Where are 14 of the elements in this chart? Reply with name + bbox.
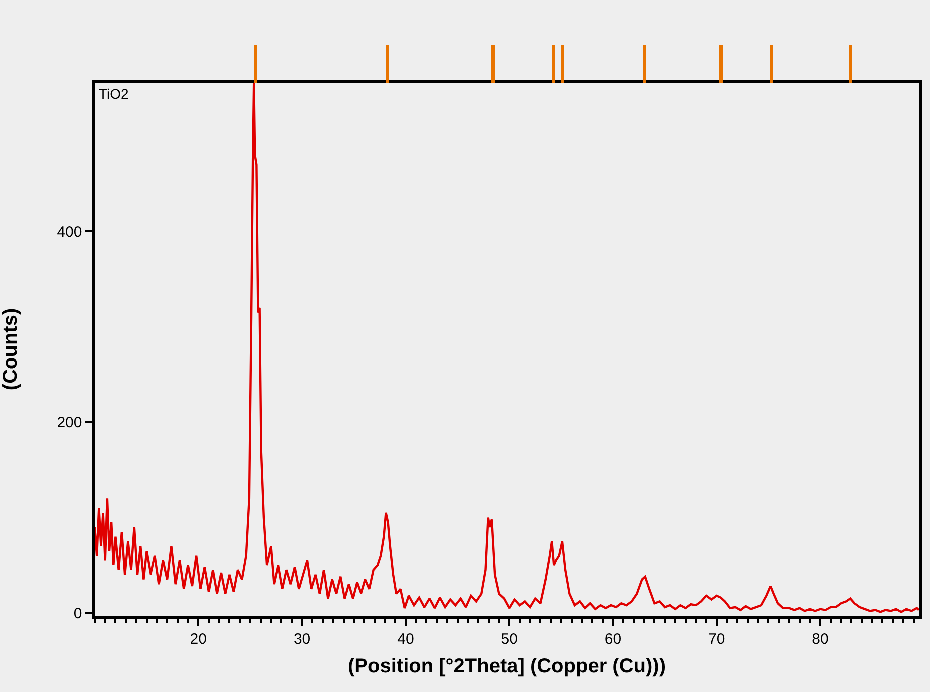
x-tick-label: 80 (812, 630, 829, 648)
y-axis-title: (Counts) (0, 308, 22, 391)
annotation: TiO2 (99, 86, 130, 102)
x-tick-label: 50 (501, 630, 518, 648)
y-tick-label: 0 (74, 605, 82, 622)
x-tick-label: 40 (398, 630, 414, 648)
x-tick-label: 20 (190, 630, 207, 648)
y-tick-label: 400 (57, 224, 82, 241)
y-tick-label: 200 (57, 414, 82, 432)
x-tick-label: 60 (604, 630, 622, 648)
x-tick-label: 30 (294, 630, 311, 648)
line-series (95, 83, 919, 614)
x-axis-title: (Position [°2Theta] (Copper (Cu))) (348, 655, 666, 678)
x-tick-label: 70 (708, 630, 726, 648)
